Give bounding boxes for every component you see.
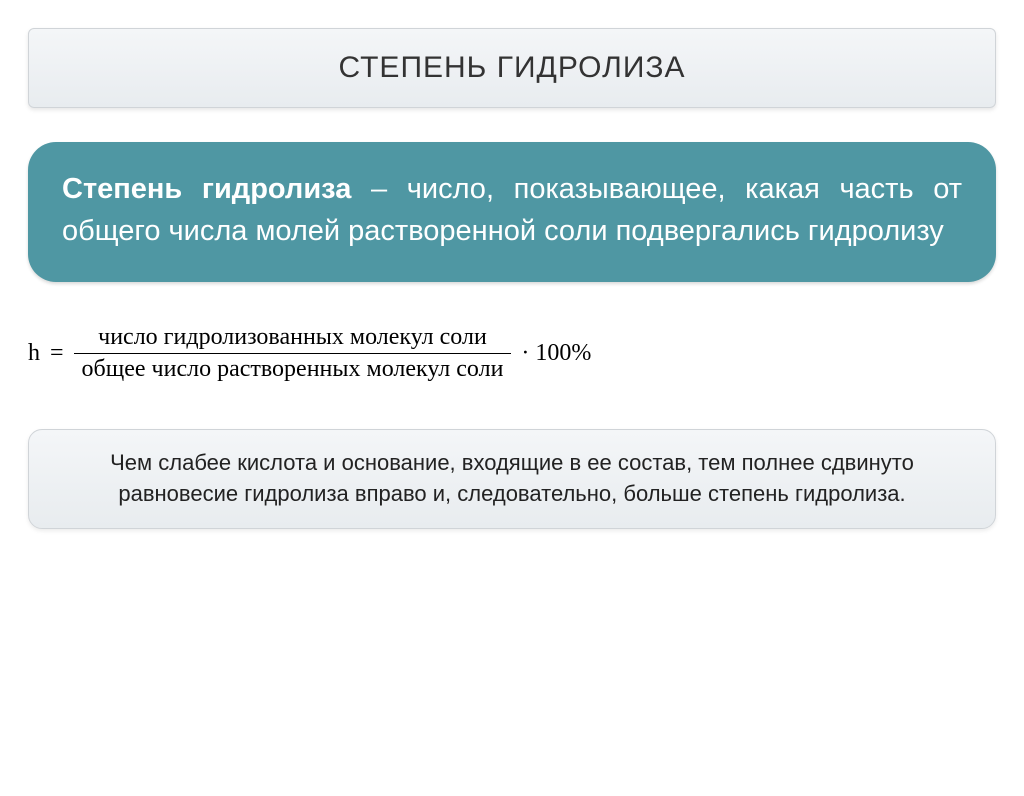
- formula-fraction: число гидролизованных молекул соли общее…: [74, 322, 512, 385]
- definition-term: Степень гидролиза: [62, 173, 351, 205]
- formula-lhs: h: [28, 340, 40, 367]
- note-text: Чем слабее кислота и основание, входящие…: [53, 448, 971, 510]
- definition-text: Степень гидролиза – число, показывающее,…: [62, 168, 962, 252]
- note-box: Чем слабее кислота и основание, входящие…: [28, 429, 996, 529]
- formula: h = число гидролизованных молекул соли о…: [28, 322, 996, 385]
- formula-denominator: общее число растворенных молекул соли: [74, 354, 512, 385]
- page-title: СТЕПЕНЬ ГИДРОЛИЗА: [39, 51, 985, 85]
- title-box: СТЕПЕНЬ ГИДРОЛИЗА: [28, 28, 996, 108]
- formula-numerator: число гидролизованных молекул соли: [90, 322, 495, 353]
- definition-box: Степень гидролиза – число, показывающее,…: [28, 142, 996, 282]
- formula-equals: =: [50, 340, 64, 367]
- formula-multiplier: · 100%: [521, 340, 591, 367]
